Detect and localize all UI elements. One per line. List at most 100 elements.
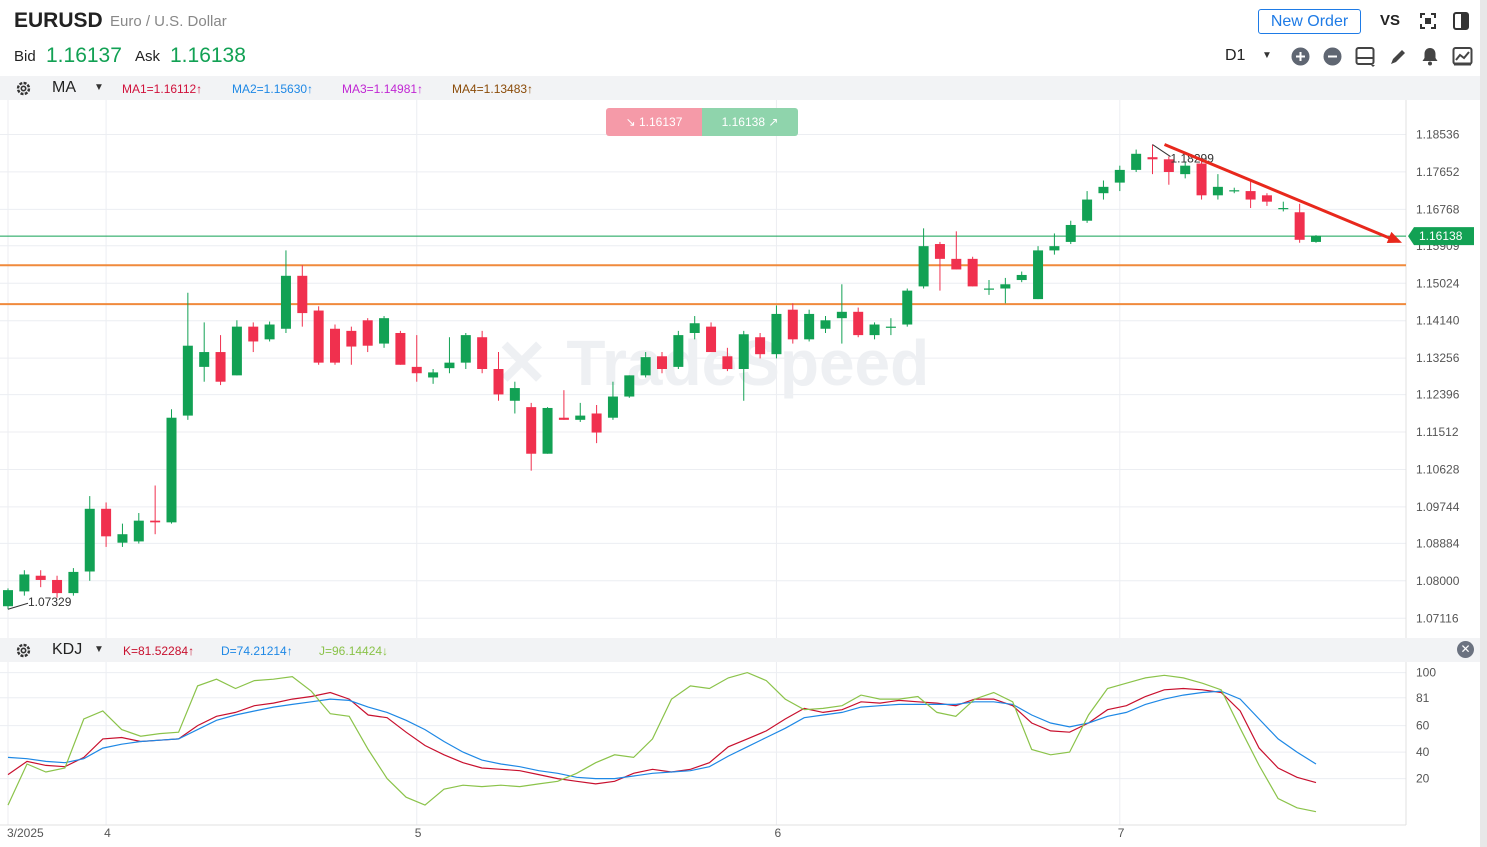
candle [787, 303, 798, 344]
candle [411, 335, 422, 382]
candle-body [1245, 191, 1256, 200]
candle [1229, 187, 1240, 194]
ma-indicator-selector[interactable]: MA [52, 79, 76, 96]
candle [395, 330, 406, 365]
candle [885, 318, 896, 336]
candle-body [509, 388, 520, 401]
vs-compare-button[interactable]: VS [1380, 12, 1401, 29]
pencil-icon[interactable] [1388, 47, 1408, 67]
candle [558, 390, 569, 420]
kdj-indicator-selector[interactable]: KDJ [52, 641, 83, 658]
new-order-button[interactable]: New Order [1258, 9, 1361, 34]
candle-body [182, 345, 193, 416]
alert-bell-icon[interactable] [1420, 46, 1440, 66]
candle-body [1261, 195, 1272, 202]
sidebar-icon[interactable] [1452, 11, 1470, 31]
current-price-tag-label: 1.16138 [1419, 229, 1463, 243]
chevron-down-icon[interactable]: ▼ [94, 644, 104, 655]
candle-body [934, 244, 945, 259]
candle-body [313, 310, 324, 363]
candle-body [558, 417, 569, 420]
buy-quote-button[interactable]: 1.16138 ↗ [702, 108, 798, 136]
candle [1163, 156, 1174, 185]
zoom-out-icon[interactable] [1323, 47, 1342, 66]
arrow-up-right-icon: ↗ [765, 115, 779, 129]
fullscreen-icon[interactable] [1419, 12, 1437, 30]
y-tick-label: 1.18536 [1416, 127, 1460, 141]
period-selector[interactable]: D1 [1225, 47, 1246, 64]
trend-arrow-head [1386, 231, 1402, 243]
candle-body [280, 275, 291, 329]
candle-body [820, 320, 831, 329]
candle [362, 318, 373, 353]
candle [133, 513, 144, 544]
candle-body [607, 396, 618, 418]
candle-body [231, 326, 242, 376]
candle [918, 228, 929, 289]
candle-body [346, 330, 357, 347]
scrollbar[interactable] [1480, 0, 1487, 847]
candle-body [1098, 186, 1109, 194]
y-tick-label: 1.13256 [1416, 351, 1460, 365]
chart-type-icon[interactable] [1452, 46, 1473, 67]
price-chart[interactable]: ✕ TradeSpeed1.185361.176521.167681.15909… [0, 100, 1480, 638]
low-marker-line [7, 602, 29, 610]
candle-body [853, 311, 864, 336]
candle-body [967, 258, 978, 287]
kdj-y-tick-label: 40 [1416, 745, 1430, 759]
candle [706, 322, 717, 353]
candle [1294, 203, 1305, 243]
y-tick-label: 1.12396 [1416, 388, 1460, 402]
candle [1049, 233, 1060, 255]
candle [951, 231, 962, 270]
candle [101, 502, 112, 547]
y-tick-label: 1.10628 [1416, 462, 1460, 476]
ma4-value: MA4=1.13483↑ [452, 82, 534, 96]
candle-body [526, 407, 537, 454]
x-tick-label: 5 [415, 826, 422, 840]
candle [346, 326, 357, 365]
settings-icon[interactable] [15, 642, 32, 659]
current-price-tag-bg [1408, 227, 1474, 246]
candle-body [101, 508, 112, 537]
layout-icon[interactable] [1355, 46, 1377, 68]
candle-body [117, 534, 128, 543]
candle-body [624, 375, 635, 397]
y-tick-label: 1.09744 [1416, 500, 1460, 514]
candle [19, 570, 30, 596]
candle-body [640, 357, 651, 376]
candle [231, 320, 242, 376]
kdj-indicator-bar: KDJ ▼ K=81.52284↑ D=74.21214↑ J=96.14424… [0, 638, 1480, 662]
candle-body [248, 326, 259, 342]
candle-body [84, 508, 95, 572]
bid-price: 1.16137 [46, 44, 122, 67]
chevron-down-icon[interactable]: ▼ [1262, 50, 1272, 61]
settings-icon[interactable] [15, 80, 32, 97]
candle-body [591, 413, 602, 433]
candle-body [199, 352, 210, 367]
close-icon[interactable]: ✕ [1457, 641, 1474, 658]
candle [722, 347, 733, 372]
candle [297, 265, 308, 327]
candle-body [1147, 157, 1158, 160]
candle-body [379, 318, 390, 344]
x-tick-label: 4 [104, 826, 111, 840]
candle [820, 316, 831, 333]
candle-body [133, 520, 144, 542]
candle-body [902, 290, 913, 325]
candle-body [771, 313, 782, 355]
candle-body [657, 356, 667, 369]
zoom-in-icon[interactable] [1291, 47, 1310, 66]
candle [804, 309, 815, 342]
candle [84, 496, 95, 581]
symbol-name: Euro / U.S. Dollar [110, 13, 227, 30]
chevron-down-icon[interactable]: ▼ [94, 82, 104, 93]
sell-quote-button[interactable]: ↘ 1.16137 [606, 108, 702, 136]
candle [607, 381, 618, 420]
y-tick-label: 1.11512 [1416, 425, 1459, 439]
y-tick-label: 1.14140 [1416, 314, 1460, 328]
kdj-chart[interactable]: 100 81 60 40 20 3/2025 4 5 6 7 [0, 662, 1480, 847]
candle [738, 330, 749, 401]
candle [575, 402, 586, 422]
candle-body [918, 246, 929, 287]
